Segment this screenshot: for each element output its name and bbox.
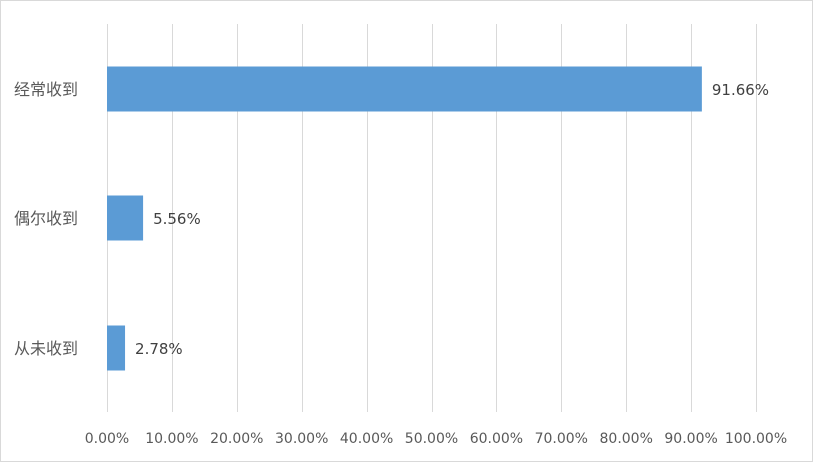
category-label: 从未收到	[14, 339, 78, 358]
x-tick-label: 40.00%	[340, 431, 393, 447]
x-tick-label: 20.00%	[210, 431, 263, 447]
x-tick-label: 30.00%	[275, 431, 328, 447]
bars	[107, 66, 702, 371]
data-label: 5.56%	[153, 210, 201, 228]
x-tick-label: 60.00%	[470, 431, 523, 447]
x-tick-label: 50.00%	[405, 431, 458, 447]
data-label: 2.78%	[135, 340, 183, 358]
bar	[107, 195, 144, 241]
data-label: 91.66%	[712, 81, 769, 99]
x-tick-label: 90.00%	[664, 431, 717, 447]
bar	[107, 66, 702, 112]
x-tick-label: 70.00%	[535, 431, 588, 447]
data-labels: 91.66% 5.56% 2.78%	[135, 81, 769, 358]
bar	[107, 325, 126, 371]
x-tick-label: 10.00%	[145, 431, 198, 447]
category-label: 偶尔收到	[14, 209, 78, 228]
x-tick-labels: 0.00% 10.00% 20.00% 30.00% 40.00% 50.00% 60.00…	[85, 431, 787, 447]
x-tick-label: 0.00%	[85, 431, 129, 447]
x-tick-label: 100.00%	[725, 431, 787, 447]
category-label: 经常收到	[14, 80, 78, 99]
x-tick-label: 80.00%	[600, 431, 653, 447]
